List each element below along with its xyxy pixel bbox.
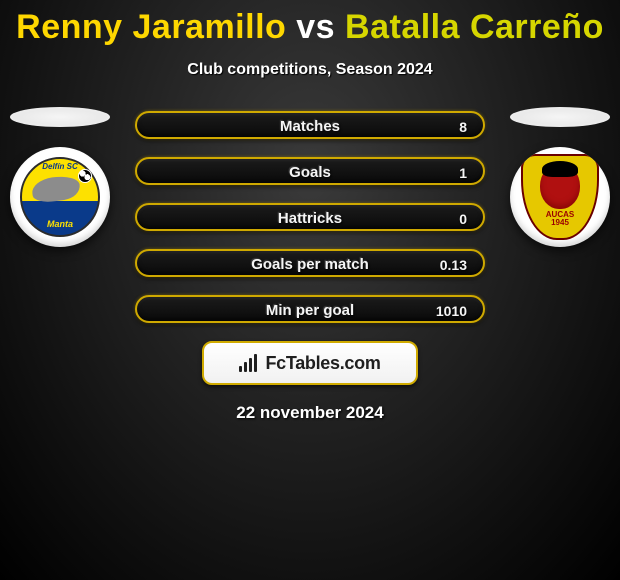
stat-metric-label: Matches	[137, 113, 483, 137]
stat-bars: Matches8Goals1Hattricks0Goals per match0…	[135, 107, 485, 323]
page-title: Renny Jaramillo vs Batalla Carreño	[0, 8, 620, 47]
stat-metric-label: Hattricks	[137, 205, 483, 229]
player2-name: Batalla Carreño	[345, 8, 604, 46]
stat-value-right: 0.13	[440, 251, 467, 275]
aucas-hair-icon	[542, 161, 578, 177]
player2-shadow	[510, 107, 610, 127]
soccer-ball-icon	[78, 169, 92, 183]
stat-bar-row: Hattricks0	[135, 203, 485, 231]
aucas-badge-bottom-text: 1945	[546, 219, 574, 227]
stat-bar-row: Goals1	[135, 157, 485, 185]
stat-bar-row: Min per goal1010	[135, 295, 485, 323]
player2-slot: AUCAS 1945	[510, 107, 610, 247]
delfin-badge-bottom-text: Manta	[22, 219, 98, 229]
subtitle: Club competitions, Season 2024	[0, 61, 620, 79]
stat-value-right: 1	[459, 159, 467, 183]
vs-label: vs	[296, 8, 335, 46]
player1-shadow	[10, 107, 110, 127]
stat-value-right: 1010	[436, 297, 467, 321]
bar-chart-icon	[239, 354, 257, 372]
dolphin-icon	[31, 174, 82, 204]
stat-value-right: 0	[459, 205, 467, 229]
stat-metric-label: Goals per match	[137, 251, 483, 275]
aucas-badge-icon: AUCAS 1945	[521, 154, 599, 240]
stat-metric-label: Min per goal	[137, 297, 483, 321]
player1-slot: Delfín SC Manta	[10, 107, 110, 247]
stat-value-right: 8	[459, 113, 467, 137]
aucas-badge-label: AUCAS 1945	[546, 211, 574, 227]
player2-club-logo: AUCAS 1945	[510, 147, 610, 247]
delfin-badge-icon: Delfín SC Manta	[20, 157, 100, 237]
stat-bar-row: Matches8	[135, 111, 485, 139]
stat-metric-label: Goals	[137, 159, 483, 183]
player1-club-logo: Delfín SC Manta	[10, 147, 110, 247]
stat-bar-row: Goals per match0.13	[135, 249, 485, 277]
player1-name: Renny Jaramillo	[16, 8, 286, 46]
branding-badge: FcTables.com	[202, 341, 418, 385]
comparison-arena: Delfín SC Manta AUCAS 1945 Matches8 Goals…	[0, 107, 620, 423]
aucas-head-icon	[540, 163, 580, 209]
generated-date: 22 november 2024	[0, 403, 620, 423]
branding-text: FcTables.com	[265, 353, 380, 374]
